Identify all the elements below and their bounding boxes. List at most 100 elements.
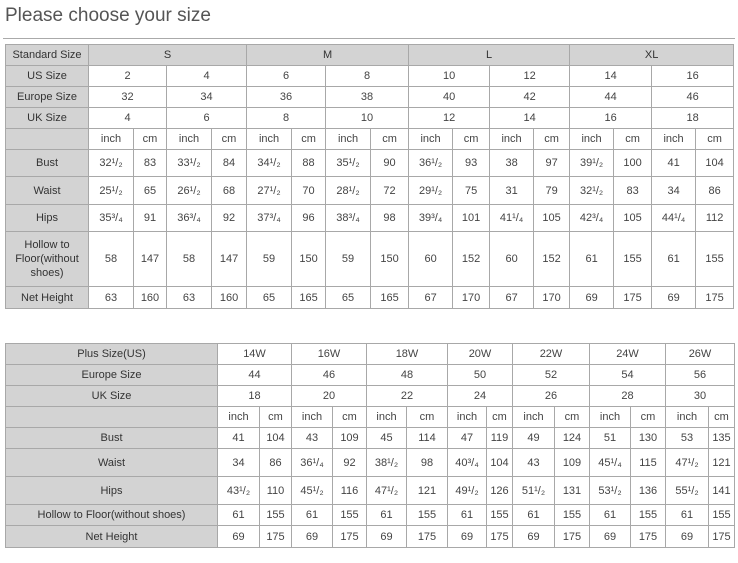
measurement-cell: 35³/₄ [88,204,134,232]
header-cell: 34 [165,86,248,108]
measurement-cell: 61 [447,504,487,526]
header-cell: 8 [325,65,410,87]
header-cell: 22W [512,343,590,365]
row-label [5,406,218,428]
header-cell: inch [651,128,697,150]
measurement-cell: 60 [408,231,454,287]
measurement-cell: 175 [630,525,666,548]
measurement-cell: 69 [651,286,697,309]
header-cell: inch [291,406,333,428]
plus-size-table: Plus Size(US) 14W 16W 18W 20W 22W 24W 26W Europe… [5,343,735,548]
measurement-cell: 69 [447,525,487,548]
measurement-cell: 88 [291,149,327,177]
header-row: UK Size 18 20 22 24 26 28 30 [5,385,735,407]
measurement-cell: 69 [366,525,407,548]
measurement-cell: 69 [512,525,555,548]
measurement-cell: 147 [210,231,248,287]
measurement-cell: 58 [88,231,134,287]
measurement-cell: 92 [332,448,367,477]
measurement-cell: 155 [259,504,292,526]
header-cell: 22 [366,385,448,407]
header-cell: 24W [589,343,666,365]
header-cell: 50 [447,364,513,386]
measurement-cell: 105 [533,204,571,232]
header-cell: 20 [291,385,367,407]
measurement-cell: 61 [217,504,260,526]
header-cell: 18 [217,385,292,407]
measurement-cell: 61 [512,504,555,526]
measurement-cell: 170 [533,286,571,309]
measurement-cell: 67 [489,286,535,309]
measurement-cell: 43¹/₂ [217,476,260,505]
measurement-cell: 160 [133,286,167,309]
measurement-cell: 53¹/₂ [589,476,631,505]
measurement-cell: 27¹/₂ [246,176,293,205]
header-cell: 14 [489,107,571,129]
measurement-cell: 32¹/₂ [88,149,134,177]
header-cell: 18 [651,107,735,129]
row-label: Hollow to Floor(without shoes) [5,231,89,287]
measurement-cell: 116 [332,476,367,505]
header-cell: 38 [325,86,410,108]
header-cell: cm [708,406,735,428]
header-cell: 16W [291,343,367,365]
measurement-cell: 115 [630,448,666,477]
measurement-cell: 136 [630,476,666,505]
table-row: Waist 25¹/₂ 65 26¹/₂ 68 27¹/₂ 70 28¹/₂ 72 29¹/₂ 75… [5,176,735,205]
table-row: Hollow to Floor(without shoes) 58 147 58 147… [5,231,735,287]
measurement-cell: 41 [651,149,697,177]
measurement-cell: 109 [554,448,590,477]
row-label: Waist [5,448,218,477]
measurement-cell: 104 [486,448,513,477]
header-cell: cm [133,128,167,150]
measurement-cell: 90 [370,149,410,177]
header-cell: 48 [366,364,448,386]
measurement-cell: 175 [406,525,448,548]
measurement-cell: 49¹/₂ [447,476,487,505]
measurement-cell: 69 [665,525,709,548]
measurement-cell: 31 [489,176,535,205]
header-cell: L [408,44,571,66]
measurement-cell: 121 [708,448,735,477]
header-row: inch cm inch cm inch cm inch cm inch cm inch cm inch… [5,406,735,428]
header-cell: cm [370,128,410,150]
header-cell: cm [210,128,248,150]
measurement-cell: 59 [246,231,293,287]
header-cell: cm [613,128,653,150]
measurement-cell: 69 [589,525,631,548]
measurement-cell: 91 [133,204,167,232]
measurement-cell: 72 [370,176,410,205]
measurement-cell: 39¹/₂ [569,149,615,177]
measurement-cell: 86 [259,448,292,477]
measurement-cell: 40³/₄ [447,448,487,477]
measurement-cell: 104 [695,149,735,177]
measurement-cell: 165 [370,286,410,309]
header-cell: 30 [665,385,735,407]
header-cell: 14 [569,65,653,87]
header-cell: 46 [651,86,735,108]
measurement-cell: 69 [569,286,615,309]
measurement-cell: 37³/₄ [246,204,293,232]
measurement-cell: 69 [217,525,260,548]
measurement-cell: 61 [291,504,333,526]
header-cell: cm [533,128,571,150]
header-cell: 4 [165,65,248,87]
measurement-cell: 141 [708,476,735,505]
measurement-cell: 110 [259,476,292,505]
header-cell: 16 [569,107,653,129]
measurement-cell: 126 [486,476,513,505]
measurement-cell: 34 [217,448,260,477]
row-label [5,128,89,150]
measurement-cell: 63 [166,286,212,309]
measurement-cell: 155 [630,504,666,526]
table-row: Bust 41 104 43 109 45 114 47 119 49 124 51 130 53 135 [5,427,735,449]
measurement-cell: 175 [613,286,653,309]
measurement-cell: 155 [486,504,513,526]
table-row: Waist 34 86 36¹/₄ 92 38¹/₂ 98 40³/₄ 104 43 109 45¹/… [5,448,735,477]
measurement-cell: 45 [366,427,407,449]
measurement-cell: 34¹/₂ [246,149,293,177]
table-row: Hollow to Floor(without shoes) 61 155 61 155… [5,504,735,526]
table-row: Net Height 63 160 63 160 65 165 65 165 67 170 67 170… [5,286,735,309]
measurement-cell: 44¹/₄ [651,204,697,232]
row-label: Hips [5,204,89,232]
